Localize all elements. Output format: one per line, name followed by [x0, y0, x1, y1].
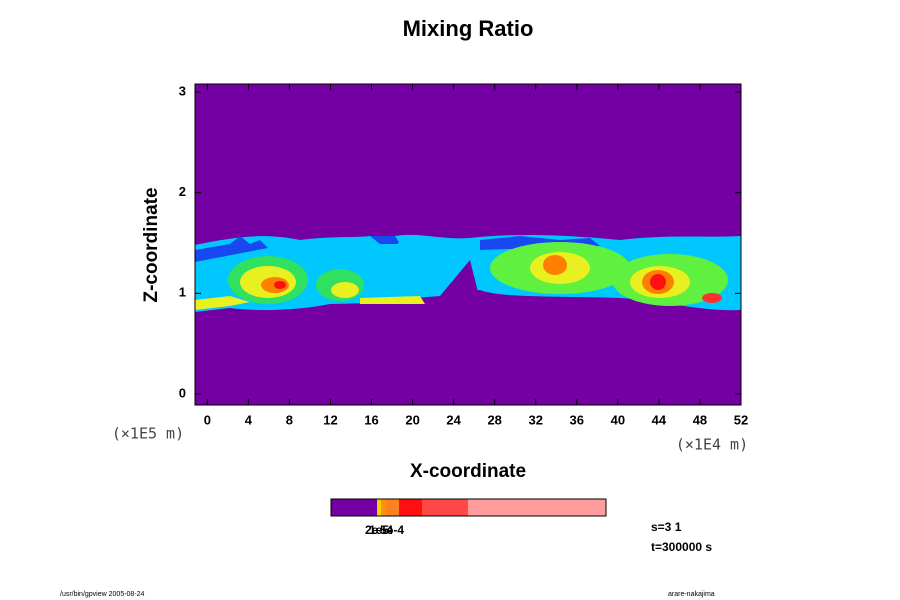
colorbar-segment — [386, 499, 399, 516]
colorbar-segment — [377, 499, 381, 516]
colorbar: 2e-51e-45e-4 — [330, 498, 607, 537]
colorbar-frame — [330, 498, 607, 517]
colorbar-label: 1e-4 — [369, 523, 393, 537]
colorbar-label: 2e-5 — [365, 523, 389, 537]
x-axis-label: X-coordinate — [410, 461, 526, 482]
colorbar-segment — [399, 499, 422, 516]
x-tick-label: 36 — [570, 412, 584, 427]
x-tick-label: 12 — [323, 412, 337, 427]
x-tick-label: 24 — [446, 412, 461, 427]
y-tick-label: 0 — [179, 385, 186, 400]
x-tick-label: 8 — [286, 412, 293, 427]
x-tick-label: 52 — [734, 412, 748, 427]
plot-frame — [194, 83, 742, 406]
colorbar-label: 5e-4 — [380, 523, 404, 537]
chart-title: Mixing Ratio — [403, 16, 534, 41]
footer-right: arare-nakajima — [668, 591, 715, 598]
x-tick-label: 20 — [405, 412, 419, 427]
y-unit: (×1E5 m) — [112, 425, 184, 443]
y-tick-label: 2 — [179, 184, 186, 199]
colorbar-segment — [468, 499, 606, 516]
colorbar-segment — [331, 499, 377, 516]
info-text: t=300000 s — [651, 540, 712, 554]
y-tick-label: 1 — [179, 285, 186, 300]
plot-area — [194, 83, 742, 406]
info-text: s=3 1 — [651, 520, 682, 534]
x-tick-label: 32 — [529, 412, 543, 427]
footer-left: /usr/bin/gpview 2005-08-24 — [60, 591, 145, 598]
field — [195, 234, 741, 312]
x-tick-label: 28 — [487, 412, 501, 427]
x-tick-label: 40 — [611, 412, 625, 427]
x-tick-label: 0 — [204, 412, 211, 427]
colorbar-segment — [422, 499, 468, 516]
x-unit: (×1E4 m) — [676, 436, 748, 454]
y-axis-label: Z-coordinate — [141, 187, 162, 302]
x-tick-label: 44 — [652, 412, 667, 427]
colorbar-segment — [381, 499, 386, 516]
x-tick-label: 48 — [693, 412, 707, 427]
y-tick-label: 3 — [179, 83, 186, 98]
x-tick-label: 16 — [364, 412, 378, 427]
x-tick-label: 4 — [245, 412, 253, 427]
